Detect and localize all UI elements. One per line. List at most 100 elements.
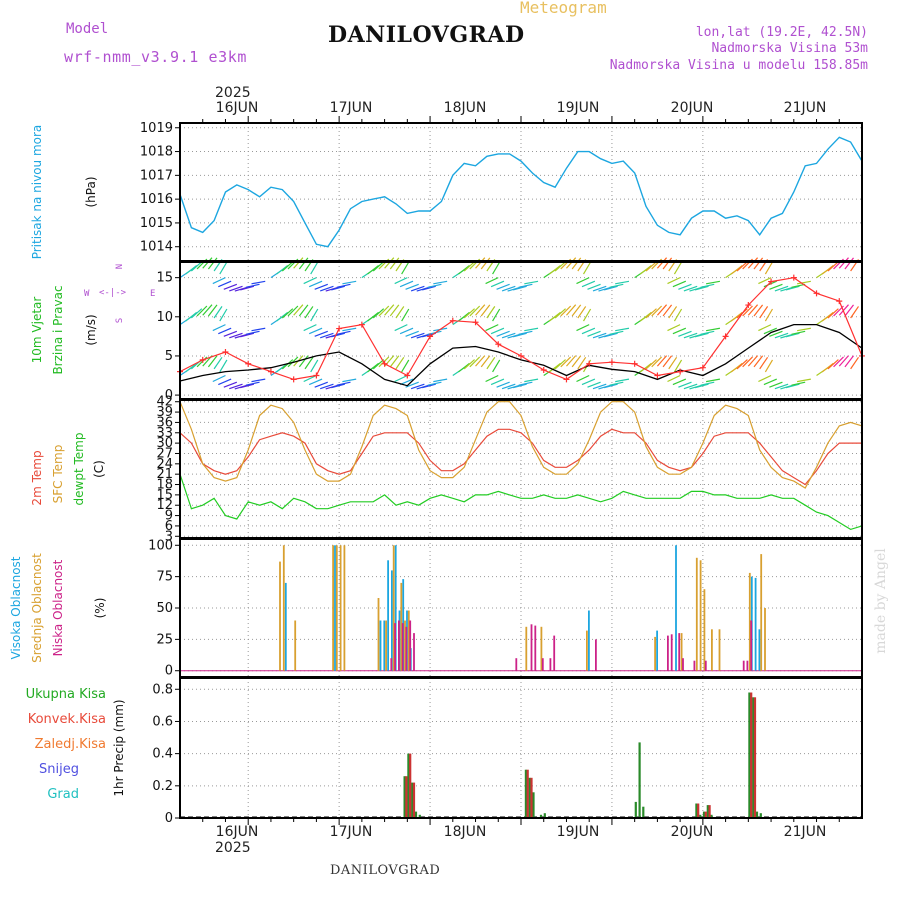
mid-cloud-bar [764,608,766,671]
wind-arrow [298,257,309,270]
total-precip-bar [403,776,406,818]
wind-arrow [410,383,425,390]
wind-arrow [308,327,323,335]
pressure-line [179,136,863,248]
wind-arrow [367,362,379,373]
mid-cloud-bar [282,545,285,671]
conv-precip-bar [530,777,533,818]
wind-arrow [308,280,323,288]
wind-arrow [496,330,510,337]
wind-arrow [700,283,715,288]
wind-arrow [401,261,410,275]
gust-marker [313,372,320,379]
wind-arrow [587,330,601,337]
low-cloud-bar [742,660,745,671]
wind-arrow [320,285,334,292]
wind-arrow [281,261,294,272]
wind-arrow [304,306,314,319]
low-cloud-bar [670,634,673,671]
wind-arrow [603,332,618,338]
wind-arrow [314,283,328,290]
wind-arrow [844,355,854,368]
wind-arrow [672,327,687,335]
wind-arrow [276,265,289,275]
conv-precip-bar [708,805,711,818]
day-label-bottom: 20JUN [670,824,714,840]
wind-arrow [485,277,499,285]
high-cloud-bar [334,545,336,671]
wind-arrow [576,277,590,285]
wind-arrow [229,332,243,339]
wind-arrow [427,283,442,288]
gust-marker [449,317,456,324]
high-cloud-bar [656,630,658,671]
wind-arrow [310,261,319,275]
conv-precip-bar [409,753,412,818]
wind-arrow [405,381,419,388]
wind-arrow [518,330,533,335]
wind-arrow [577,356,587,370]
wind-arrow [399,327,414,335]
total-precip-bar [524,769,527,818]
wind-arrow [394,277,408,285]
wind-arrow [303,374,317,383]
wind-arrow [700,330,715,335]
wind-arrow [229,285,243,292]
day-label-bottom: 16JUN [215,824,259,840]
wind-arrow [501,383,516,390]
wind-arrow [245,283,260,288]
wind-arrow [212,277,226,285]
wind-arrow [314,330,328,337]
wind-arrow [207,304,218,317]
wind-arrow [394,324,408,332]
high-cloud-bar [379,620,382,671]
low-cloud-bar [678,633,681,671]
gust-marker [586,360,593,367]
wind-arrow [683,285,698,292]
wind-arrow [336,330,351,335]
wind-arrow [308,378,323,386]
wind-arrow [218,327,232,335]
wind-arrow [240,285,255,291]
wind-arrow [850,356,859,370]
wind-arrow [240,383,255,389]
wind-arrow [791,330,806,335]
wind-arrow [463,359,475,370]
temp-2m-line [179,428,862,486]
wind-arrow [645,261,657,272]
wind-arrow [844,257,854,270]
mid-cloud-bar [748,572,751,671]
wind-arrow [399,280,414,288]
wind-arrow [753,355,764,368]
wind-arrow [304,356,314,370]
wind-gust-line [179,277,863,381]
total-precip-bar [532,792,535,818]
total-precip-bar [418,814,421,818]
wind-arrow [492,359,501,373]
total-precip-bar [638,742,641,818]
wind-arrow [736,359,748,370]
gust-marker [358,321,365,328]
wind-arrow [303,324,317,332]
total-precip-bar [752,697,755,818]
wind-arrow [251,378,266,383]
high-cloud-bar [284,582,287,671]
sfc-temp-line [179,401,863,489]
y-tick-label: 1017 [140,168,173,183]
wind-arrow [576,324,590,332]
wind-arrow [501,285,516,292]
wind-arrow [202,304,213,316]
wind-arrow [705,327,721,332]
high-cloud-bar [675,545,677,671]
wind-arrow [763,378,777,386]
wind-arrow [774,332,789,339]
wind-arrow [401,308,410,322]
mid-cloud-bar [343,545,346,671]
mid-cloud-bar [525,626,528,671]
total-precip-bar [755,811,759,818]
wind-arrow [769,330,783,337]
wind-arrow [485,324,499,332]
gust-marker [677,368,684,375]
wind-arrow [496,381,510,388]
wind-arrow [554,308,566,319]
